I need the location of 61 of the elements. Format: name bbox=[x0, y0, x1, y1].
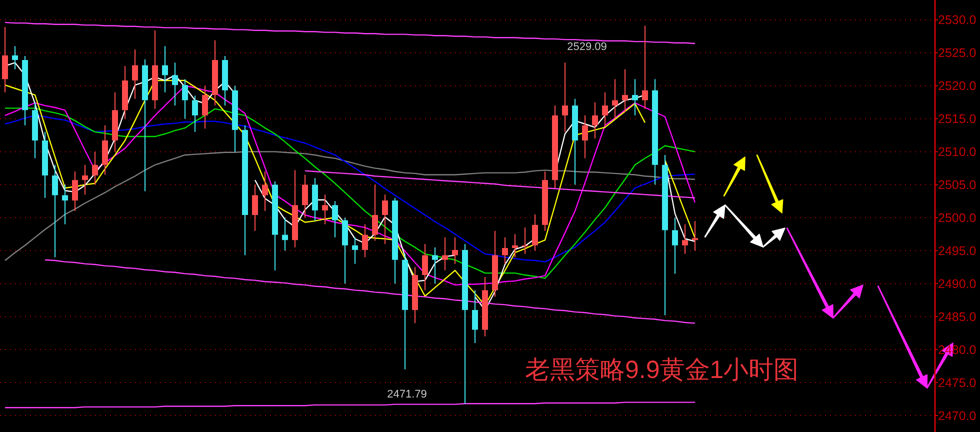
candlestick bbox=[12, 46, 18, 70]
candlestick bbox=[452, 236, 458, 264]
line-series bbox=[44, 259, 696, 324]
candlestick bbox=[382, 194, 388, 245]
candlestick bbox=[682, 224, 688, 254]
candlestick bbox=[92, 151, 98, 186]
candlestick bbox=[502, 236, 508, 264]
candlestick bbox=[602, 92, 608, 126]
candlestick bbox=[132, 48, 138, 100]
candlestick bbox=[302, 174, 308, 218]
candlestick bbox=[592, 102, 598, 140]
y-tick-label: 2510.0 bbox=[938, 145, 976, 160]
y-tick-label: 2500.0 bbox=[938, 211, 976, 226]
candlestick bbox=[352, 236, 358, 264]
candlestick bbox=[632, 78, 638, 116]
candlestick bbox=[182, 78, 188, 120]
y-tick-label: 2475.0 bbox=[938, 376, 976, 390]
candlestick bbox=[612, 78, 618, 120]
candlestick bbox=[162, 46, 168, 93]
candlestick bbox=[172, 62, 178, 106]
candlestick bbox=[582, 114, 588, 159]
candlestick bbox=[252, 184, 258, 232]
candlestick bbox=[432, 246, 438, 284]
candlestick bbox=[372, 184, 378, 242]
y-tick-label: 2530.0 bbox=[938, 13, 976, 28]
y-tick-label: 2470.0 bbox=[938, 408, 976, 423]
candlestick bbox=[2, 26, 8, 93]
y-tick-label: 2515.0 bbox=[938, 112, 976, 126]
candlestick bbox=[532, 214, 538, 252]
candlestick bbox=[82, 164, 88, 196]
text: 老黑策略9.9黄金1小时图 bbox=[525, 356, 799, 384]
annotation: 2471.79 bbox=[387, 388, 427, 401]
candlestick bbox=[562, 62, 568, 132]
candlestick bbox=[522, 227, 528, 254]
candlestick bbox=[62, 184, 68, 225]
y-tick-label: 2495.0 bbox=[938, 244, 976, 258]
candlestick bbox=[362, 224, 368, 258]
candlestick bbox=[202, 85, 208, 130]
candlestick bbox=[692, 220, 698, 252]
candlestick bbox=[52, 164, 58, 258]
candlestick bbox=[192, 95, 198, 132]
y-tick-label: 2490.0 bbox=[938, 276, 976, 291]
y-tick-label: 2505.0 bbox=[938, 178, 976, 192]
y-tick-label: 2525.0 bbox=[938, 46, 976, 60]
y-tick-label: 2520.0 bbox=[938, 79, 976, 94]
annotation: 2529.09 bbox=[567, 40, 607, 53]
candlestick bbox=[672, 217, 678, 274]
y-tick-label: 2485.0 bbox=[938, 310, 976, 324]
candlestick bbox=[322, 194, 328, 225]
candlestick bbox=[282, 217, 288, 252]
candlestick bbox=[422, 244, 428, 291]
candlestick bbox=[442, 236, 448, 271]
candlestick bbox=[512, 234, 518, 258]
candlestick bbox=[472, 290, 478, 344]
candlestick bbox=[642, 25, 648, 110]
line-series bbox=[304, 170, 696, 198]
candlestick bbox=[262, 170, 268, 212]
line-series bbox=[4, 151, 696, 262]
candlestick bbox=[622, 68, 628, 113]
candlestick bbox=[332, 200, 338, 238]
candlestick bbox=[72, 170, 78, 212]
